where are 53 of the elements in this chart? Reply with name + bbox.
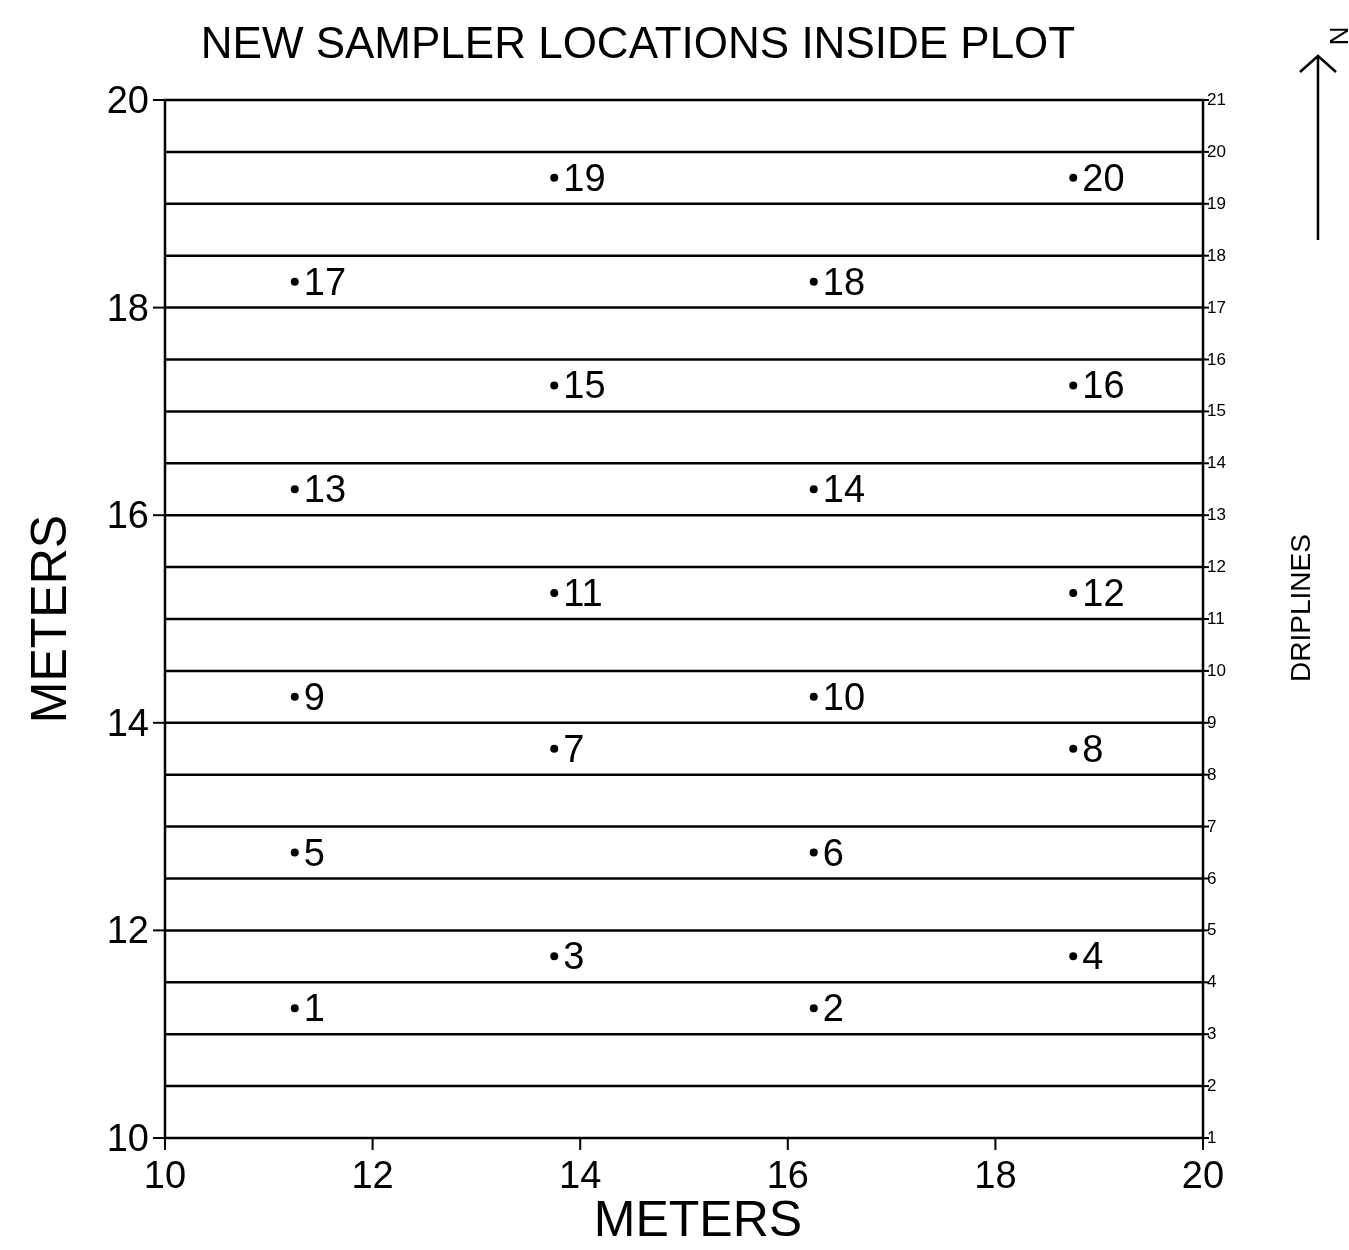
y-tick-label: 14 — [106, 701, 149, 744]
y2-tick-label: 20 — [1207, 141, 1226, 161]
y2-tick-label: 5 — [1207, 920, 1217, 940]
annotation: 2 — [822, 987, 844, 1030]
annotation: 4 — [1082, 935, 1104, 978]
y2-tick-label: 12 — [1207, 557, 1226, 577]
annotation: 5 — [303, 831, 325, 874]
annotation: 19 — [563, 156, 606, 199]
y2-tick-label: 21 — [1207, 90, 1226, 109]
y2-tick-label: 17 — [1207, 297, 1226, 317]
y2-tick-label: 1 — [1207, 1128, 1217, 1147]
annotation: 7 — [563, 727, 585, 770]
y2-axis-title: DRIPLINES — [1285, 534, 1316, 682]
x-tick-label: 20 — [1181, 1154, 1225, 1196]
y2-tick-label: 19 — [1207, 193, 1226, 213]
x-tick-label: 12 — [351, 1154, 394, 1196]
annotation: 16 — [1082, 364, 1125, 407]
y2-tick-label: 8 — [1207, 764, 1217, 784]
annotation: 3 — [563, 935, 585, 978]
annotation: 17 — [303, 260, 347, 303]
chart-title: NEW SAMPLER LOCATIONS INSIDE PLOT — [200, 18, 1076, 67]
y-tick-label: 18 — [106, 286, 149, 329]
y2-tick-label: 4 — [1207, 972, 1217, 992]
y2-tick-label: 3 — [1207, 1024, 1217, 1044]
y2-tick-label: 2 — [1207, 1076, 1217, 1096]
annotation: 13 — [303, 468, 347, 511]
y2-tick-label: 18 — [1207, 245, 1226, 265]
y-tick-label: 16 — [106, 494, 149, 537]
annotation: 1 — [303, 987, 325, 1030]
annotation: 18 — [822, 260, 866, 303]
annotation: 14 — [822, 468, 866, 511]
annotation: 20 — [1082, 156, 1125, 199]
y2-tick-label: 16 — [1207, 349, 1226, 369]
annotation: 8 — [1082, 727, 1104, 770]
y2-tick-label: 15 — [1207, 401, 1226, 421]
y2-tick-label: 6 — [1207, 868, 1217, 888]
y-tick-label: 20 — [106, 79, 149, 121]
text: N — [1324, 26, 1349, 46]
y2-tick-label: 14 — [1207, 453, 1226, 473]
annotation: 6 — [822, 831, 844, 874]
y2-tick-label: 7 — [1207, 816, 1217, 836]
y2-tick-label: 13 — [1207, 505, 1226, 525]
y-tick-label: 12 — [106, 909, 149, 952]
y2-tick-label: 9 — [1207, 712, 1217, 732]
x-tick-label: 18 — [974, 1154, 1017, 1196]
annotation: 9 — [303, 675, 325, 718]
annotation: 10 — [822, 675, 866, 718]
y2-tick-label: 11 — [1207, 609, 1225, 628]
annotation: 11 — [563, 572, 603, 615]
y-axis-title: METERS — [21, 514, 77, 724]
annotation: 15 — [563, 364, 606, 407]
annotation: 12 — [1082, 572, 1125, 615]
y2-tick-label: 10 — [1207, 660, 1226, 680]
